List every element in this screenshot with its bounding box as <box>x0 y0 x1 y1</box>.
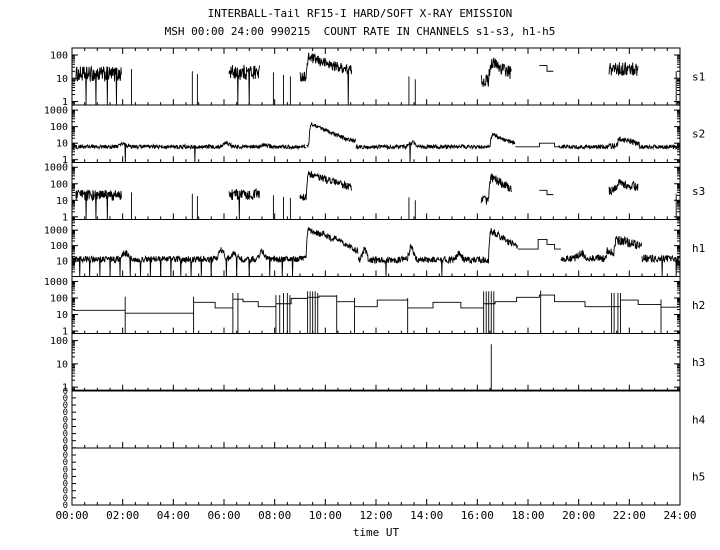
x-tick-label: 02:00 <box>106 509 139 522</box>
x-tick-label: 08:00 <box>258 509 291 522</box>
y-tick-label: 0 <box>63 408 68 418</box>
x-axis-label: time UT <box>352 526 400 539</box>
panel-h5-frame <box>71 447 681 506</box>
x-tick-label: 06:00 <box>207 509 240 522</box>
y-tick-label: 0 <box>63 394 68 404</box>
x-tick-label: 00:00 <box>55 509 88 522</box>
y-tick-label: 0 <box>63 472 68 482</box>
channel-label-s1: s1 <box>692 71 705 84</box>
y-tick-label: 100 <box>50 336 68 347</box>
y-tick-label: 1000 <box>44 106 68 117</box>
x-tick-label: 04:00 <box>157 509 190 522</box>
y-tick-label: 0 <box>63 387 68 397</box>
y-tick-label: 10 <box>56 257 68 268</box>
y-tick-label: 0 <box>63 430 68 440</box>
x-tick-label: 16:00 <box>461 509 494 522</box>
trace-h1 <box>72 227 680 277</box>
trace-h3 <box>72 344 680 391</box>
y-tick-label: 1 <box>62 212 68 223</box>
y-tick-label: 0 <box>63 487 68 497</box>
y-tick-label: 0 <box>63 458 68 468</box>
y-tick-label: 100 <box>50 241 68 252</box>
y-tick-label: 1000 <box>44 226 68 237</box>
y-tick-label: 10 <box>56 359 68 370</box>
y-tick-label: 1 <box>62 155 68 166</box>
y-tick-label: 0 <box>63 494 68 504</box>
channel-label-h5: h5 <box>692 470 705 483</box>
x-tick-label: 22:00 <box>613 509 646 522</box>
trace-s2 <box>72 122 680 163</box>
x-tick-label: 20:00 <box>562 509 595 522</box>
panel-h3-frame <box>71 333 681 392</box>
y-tick-label: 1000 <box>44 277 68 288</box>
y-tick-label: 10 <box>56 310 68 321</box>
y-tick-label: 0 <box>63 451 68 461</box>
y-tick-label: 1000 <box>44 163 68 174</box>
channel-label-h3: h3 <box>692 356 705 369</box>
y-tick-label: 0 <box>63 437 68 447</box>
y-tick-label: 1 <box>62 97 68 108</box>
panel-h1-frame <box>71 218 681 278</box>
y-tick-label: 0 <box>63 501 68 511</box>
panel-h2-frame <box>71 276 681 335</box>
panel-s2-frame <box>71 104 681 163</box>
trace-h2 <box>73 290 679 334</box>
x-tick-label: 24:00 <box>663 509 696 522</box>
channel-label-h4: h4 <box>692 413 706 426</box>
x-tick-label: 12:00 <box>359 509 392 522</box>
y-tick-label: 1 <box>62 327 68 338</box>
x-tick-label: 14:00 <box>410 509 443 522</box>
panel-s3-frame <box>71 161 681 220</box>
y-tick-label: 100 <box>50 122 68 133</box>
panel-s1-frame <box>71 47 681 106</box>
channel-label-h2: h2 <box>692 299 705 312</box>
y-tick-label: 10 <box>56 74 68 85</box>
x-tick-label: 10:00 <box>309 509 342 522</box>
channel-label-s2: s2 <box>692 128 705 141</box>
y-tick-label: 100 <box>50 179 68 190</box>
y-tick-label: 0 <box>63 444 68 454</box>
y-tick-label: 100 <box>50 51 68 62</box>
plot-subtitle: MSH 00:00 24:00 990215 COUNT RATE IN CHA… <box>164 25 556 38</box>
y-tick-label: 1 <box>62 383 68 394</box>
x-tick-label: 18:00 <box>511 509 544 522</box>
y-tick-label: 0 <box>63 480 68 490</box>
y-tick-label: 0 <box>63 422 68 432</box>
trace-s3 <box>75 170 677 220</box>
y-tick-label: 100 <box>50 294 68 305</box>
panel-h4-frame <box>71 390 681 449</box>
channel-label-s3: s3 <box>692 185 705 198</box>
plot-title: INTERBALL-Tail RF15-I HARD/SOFT X-RAY EM… <box>207 7 513 20</box>
y-tick-label: 0 <box>63 444 68 454</box>
y-tick-label: 10 <box>56 196 68 207</box>
y-tick-label: 0 <box>63 401 68 411</box>
y-tick-label: 0 <box>63 465 68 475</box>
trace-s1 <box>75 52 677 106</box>
y-tick-label: 10 <box>56 139 68 150</box>
y-tick-label: 0 <box>63 415 68 425</box>
channel-label-h1: h1 <box>692 242 705 255</box>
